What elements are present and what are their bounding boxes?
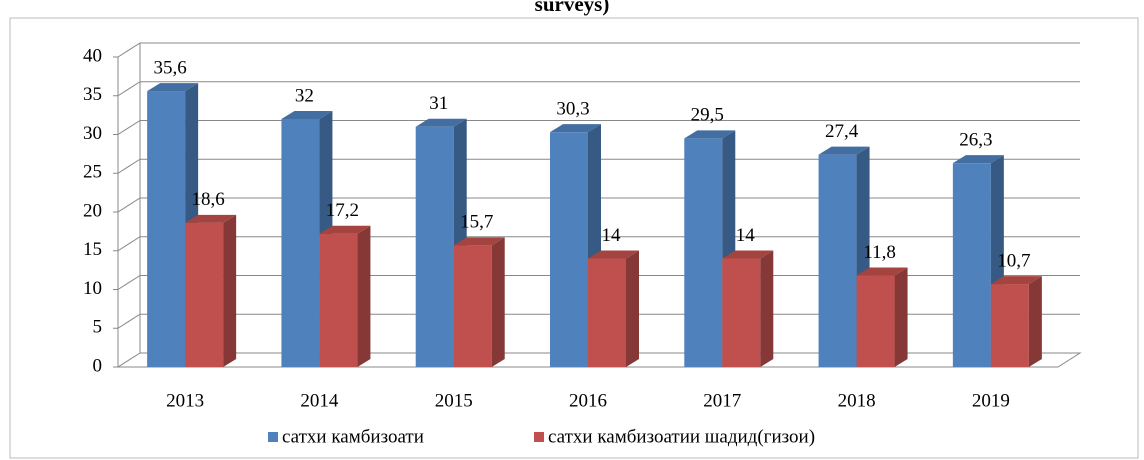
bar-top: [147, 83, 199, 92]
bar-top: [990, 276, 1042, 285]
value-label: 18,6: [192, 189, 225, 210]
bar-front: [684, 138, 723, 367]
legend-label: сатхи камбизоатии шадид(гизои): [548, 426, 815, 447]
x-tick-label: 2017: [703, 390, 741, 411]
value-label: 14: [736, 225, 756, 246]
bar-side: [491, 237, 505, 367]
x-tick-label: 2013: [166, 390, 204, 411]
grid-line: [117, 81, 1080, 97]
value-label: 29,5: [691, 105, 724, 126]
bar-front: [550, 132, 588, 367]
value-label: 35,6: [154, 57, 187, 78]
bar-top: [415, 118, 467, 127]
value-label: 26,3: [959, 130, 992, 151]
legend-swatch: [268, 432, 278, 442]
bar-front: [990, 284, 1029, 367]
grid-line: [117, 197, 1080, 213]
value-label: 17,2: [326, 200, 359, 221]
value-label: 30,3: [556, 99, 589, 120]
x-tick-label: 2014: [300, 390, 339, 411]
bar-front: [952, 163, 991, 367]
bar-top: [319, 225, 371, 234]
bar-side: [223, 214, 237, 367]
bar-side: [357, 225, 371, 367]
bar-front: [856, 275, 895, 367]
bar-front: [281, 119, 320, 367]
y-tick-label: 10: [83, 278, 102, 299]
bar-front: [722, 258, 761, 367]
bar-front: [147, 91, 186, 367]
x-tick-label: 2019: [972, 390, 1010, 411]
value-label: 11,8: [863, 242, 896, 263]
bar-front: [453, 245, 492, 367]
y-tick-label: 25: [83, 162, 102, 183]
value-label: 15,7: [460, 212, 493, 233]
grid-line: [117, 42, 1080, 58]
bar-top: [818, 146, 870, 155]
bar-top: [550, 124, 601, 133]
value-label: 14: [602, 225, 622, 246]
bar-top: [281, 111, 333, 119]
chart-title: surveys): [535, 0, 610, 16]
x-tick-label: 2016: [569, 390, 607, 411]
x-tick-label: 2018: [838, 390, 876, 411]
legend-swatch: [534, 432, 544, 442]
bar-top: [856, 267, 908, 276]
grid-line: [117, 236, 1080, 252]
bar-side: [626, 250, 639, 367]
bar-front: [588, 258, 626, 367]
bar-side: [1028, 276, 1042, 367]
bar-front: [818, 154, 857, 367]
x-tick-label: 2015: [435, 390, 473, 411]
value-label: 27,4: [825, 121, 859, 142]
y-tick-label: 20: [83, 200, 102, 221]
y-tick-label: 5: [93, 317, 103, 338]
legend-label: сатхи камбизоати: [282, 426, 424, 447]
value-label: 10,7: [997, 250, 1030, 271]
bar-side: [894, 267, 908, 367]
bar-top: [453, 237, 505, 246]
y-tick-label: 0: [93, 355, 103, 376]
y-tick-label: 30: [83, 123, 102, 144]
chart-frame: [9, 17, 1139, 459]
grid-line: [117, 120, 1080, 135]
bar-top: [185, 214, 237, 223]
bar-top: [722, 250, 774, 259]
bar-side: [760, 250, 774, 367]
y-tick-label: 15: [83, 239, 102, 260]
y-tick-label: 35: [83, 84, 102, 105]
bar-front: [185, 222, 224, 367]
bar-front: [415, 126, 454, 367]
value-label: 31: [429, 93, 448, 114]
grid-line: [117, 158, 1080, 174]
y-tick-label: 40: [83, 45, 102, 66]
value-label: 32: [295, 85, 314, 106]
bar-top: [684, 130, 736, 139]
bar-top: [952, 155, 1004, 164]
bar-top: [588, 250, 639, 259]
bar-front: [319, 233, 358, 367]
